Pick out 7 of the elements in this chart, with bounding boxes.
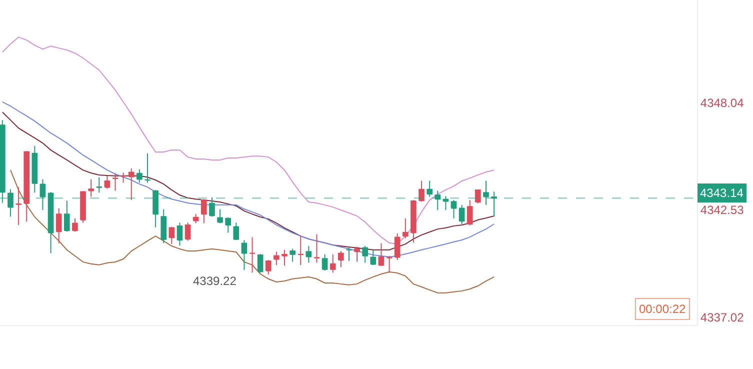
- line-series: [10, 170, 495, 294]
- y-tick-label: 4348.04: [700, 96, 744, 110]
- y-tick-label: 4342.53: [700, 203, 744, 218]
- y-tick-label: 4337.02: [700, 310, 744, 324]
- ref-line-label: 4343.14: [700, 186, 744, 200]
- text: 00:00:22: [639, 302, 686, 316]
- annotation: 4339.22: [193, 274, 237, 288]
